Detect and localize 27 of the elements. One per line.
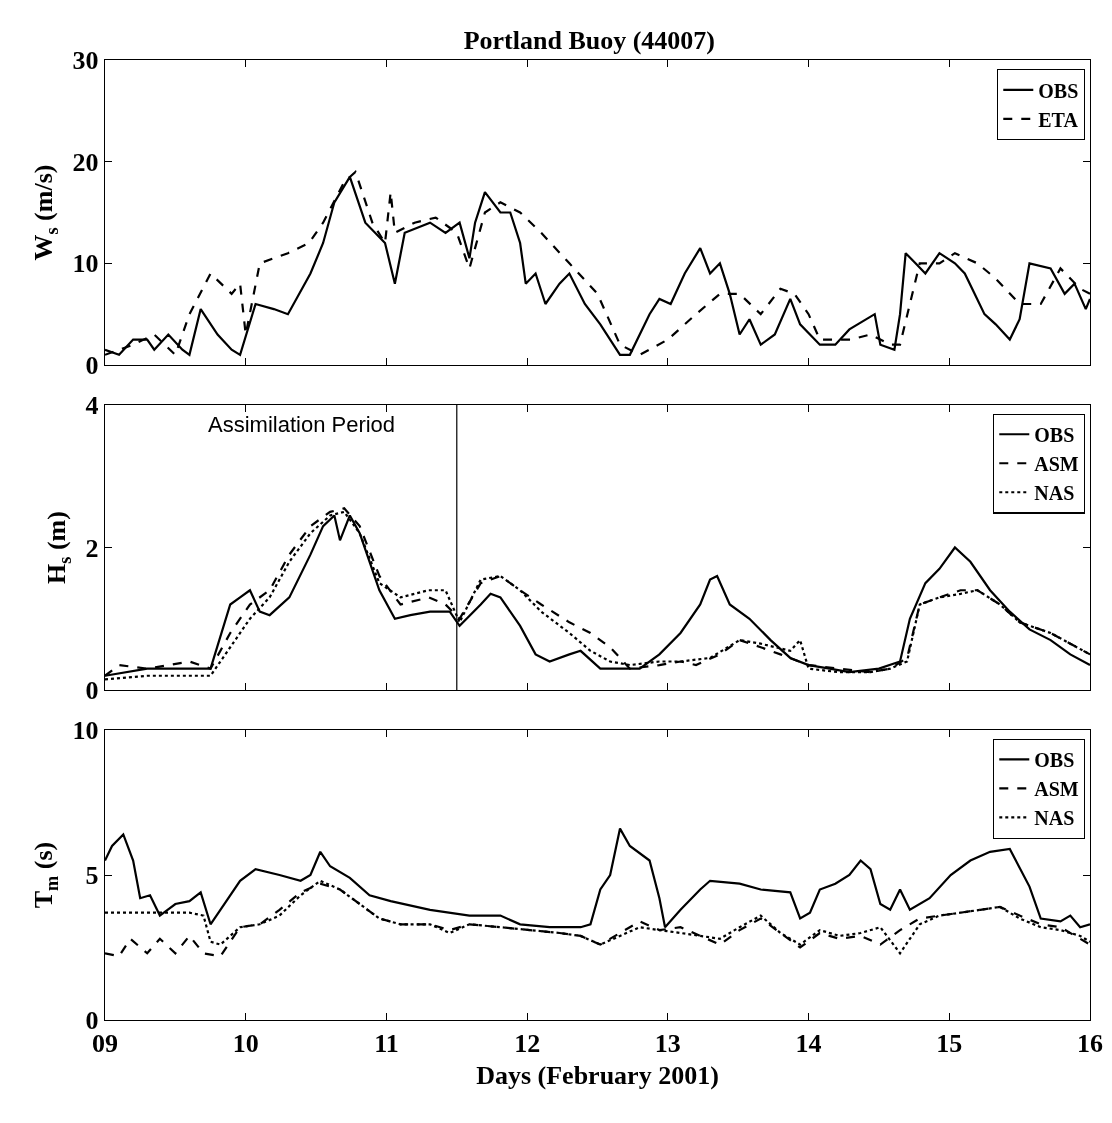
y-tick-label: 4 <box>85 391 99 421</box>
legend-label: NAS <box>1034 482 1075 505</box>
y-tick-label: 10 <box>72 249 99 279</box>
legend-label: NAS <box>1034 807 1075 830</box>
ref-line-label: Assimilation Period <box>208 412 396 437</box>
legend-label: ETA <box>1038 108 1079 131</box>
y-tick-label: 2 <box>85 533 99 563</box>
x-tick-label: 14 <box>795 1029 822 1059</box>
x-tick-label: 10 <box>232 1029 259 1059</box>
x-tick-label: 16 <box>1077 1029 1103 1059</box>
y-tick-label: 5 <box>85 861 99 891</box>
y-tick-label: 20 <box>72 147 99 177</box>
chart-title: Portland Buoy (44007) <box>463 26 716 56</box>
x-tick-label: 15 <box>936 1029 963 1059</box>
y-tick-label: 30 <box>72 46 99 76</box>
x-tick-label: 12 <box>514 1029 541 1059</box>
legend-label: ASM <box>1034 778 1079 801</box>
legend-label: OBS <box>1038 79 1079 102</box>
y-tick-label: 10 <box>72 716 99 746</box>
y-tick-label: 0 <box>85 351 99 381</box>
x-tick-label: 13 <box>654 1029 681 1059</box>
x-tick-label: 11 <box>374 1029 399 1059</box>
legend-label: ASM <box>1034 453 1079 476</box>
legend-label: OBS <box>1034 424 1075 447</box>
x-axis-title: Days (February 2001) <box>476 1061 719 1090</box>
y-tick-label: 0 <box>85 676 99 706</box>
legend-label: OBS <box>1034 749 1075 772</box>
